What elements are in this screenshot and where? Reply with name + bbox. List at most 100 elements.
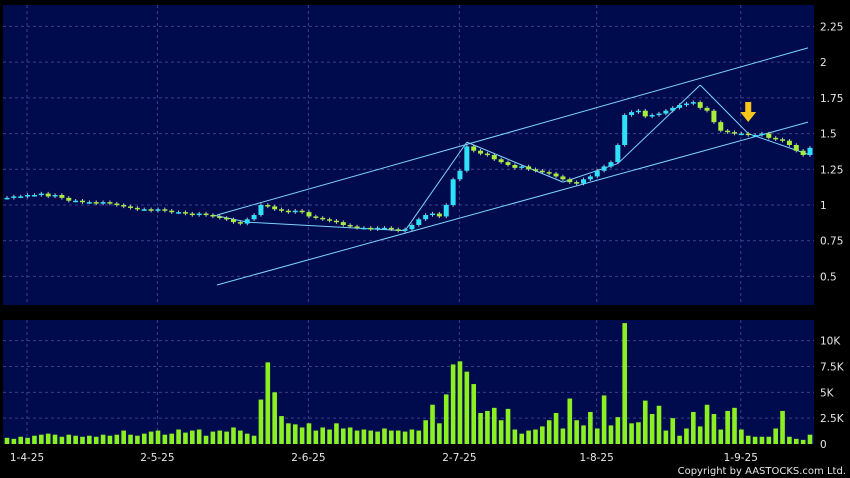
volume-bar	[107, 435, 113, 444]
volume-bar	[32, 435, 37, 444]
candle-body	[512, 165, 518, 168]
candle-body	[128, 206, 134, 208]
volume-tick-label: 2.5K	[820, 413, 845, 425]
candle-body	[148, 209, 154, 211]
candle-body	[766, 133, 772, 138]
candle-body	[759, 133, 765, 136]
candle-body	[683, 103, 689, 106]
candle-body	[526, 166, 532, 170]
candle-body	[52, 195, 58, 197]
candle-body	[306, 212, 312, 217]
price-tick-label: 1.75	[820, 93, 843, 105]
candle-body	[430, 213, 436, 216]
volume-bar	[210, 431, 216, 444]
candle-body	[443, 205, 449, 217]
volume-bar	[196, 429, 202, 444]
candle-body	[450, 179, 456, 205]
candle-body	[134, 207, 140, 210]
candle-body	[464, 146, 470, 171]
down-arrow-icon	[740, 102, 757, 122]
price-tick-label: 2	[820, 57, 827, 69]
candle-body	[704, 107, 710, 111]
volume-bar	[773, 428, 778, 444]
volume-bar	[224, 431, 229, 444]
volume-bar	[800, 439, 806, 444]
candle-body	[670, 107, 676, 111]
volume-bar	[18, 436, 24, 444]
volume-bar	[128, 434, 133, 444]
volume-bar	[313, 430, 319, 444]
candle-body	[649, 115, 655, 117]
date-tick-label: 1-8-25	[579, 452, 613, 464]
volume-bar	[25, 437, 30, 444]
candle-body	[217, 216, 223, 218]
volume-bar	[265, 362, 271, 444]
candle-body	[210, 215, 216, 217]
volume-bar	[279, 416, 284, 444]
volume-tick-label: 0	[820, 439, 827, 451]
candle-body	[718, 122, 724, 131]
volume-bar	[745, 435, 751, 444]
volume-bar	[656, 405, 662, 444]
candle-body	[340, 222, 346, 225]
volume-bar	[4, 437, 10, 444]
candle-body	[807, 147, 813, 155]
volume-bar	[244, 433, 250, 444]
candle-body	[560, 176, 566, 180]
candle-body	[395, 229, 401, 231]
volume-bar	[588, 411, 593, 444]
candle-body	[457, 170, 463, 180]
volume-bar	[601, 395, 607, 444]
volume-bar	[663, 430, 669, 444]
volume-bar	[87, 435, 92, 444]
volume-bar	[148, 431, 154, 444]
volume-bar	[327, 429, 332, 444]
candle-body	[711, 110, 717, 123]
price-tick-label: 1	[820, 200, 827, 212]
candle-body	[361, 227, 367, 230]
candle-body	[189, 213, 195, 216]
volume-bar	[780, 410, 785, 444]
candle-body	[162, 209, 168, 211]
volume-tick-label: 7.5K	[820, 362, 845, 374]
volume-bar	[190, 430, 195, 444]
volume-bar	[739, 429, 744, 444]
volume-bar	[437, 423, 442, 444]
volume-bar	[684, 428, 689, 444]
candle-body	[601, 166, 607, 171]
candle-body	[258, 205, 264, 215]
volume-bar	[306, 423, 312, 444]
volume-bar	[340, 428, 346, 444]
date-tick-label: 2-7-25	[442, 452, 476, 464]
volume-bar	[704, 404, 710, 444]
candle-body	[73, 200, 79, 203]
signal-arrow	[740, 102, 757, 122]
candle-body	[93, 202, 99, 204]
volume-bar	[793, 438, 799, 444]
volume-bar	[697, 426, 703, 444]
volume-bar	[622, 323, 627, 444]
volume-bar	[423, 420, 428, 444]
candle-body	[409, 225, 415, 230]
candle-body	[780, 139, 786, 141]
candle-body	[553, 173, 559, 177]
volume-bar	[560, 428, 566, 444]
candle-body	[505, 162, 511, 165]
candle-body	[615, 145, 621, 163]
candle-body	[38, 193, 44, 196]
volume-bar	[642, 400, 648, 444]
candle-body	[375, 227, 381, 230]
volume-bar	[629, 423, 634, 444]
volume-bar	[512, 429, 518, 444]
volume-bar	[347, 427, 353, 444]
axis-labels: 0.5 0.75 1 1.25 1.5 1.75 2 2.25 0 2.5K 5K 7.5K 10K 1-…	[10, 21, 845, 464]
upper-channel-line	[216, 47, 809, 216]
candle-body	[381, 227, 387, 230]
date-tick-label: 2-6-25	[291, 452, 325, 464]
candle-body	[299, 210, 305, 213]
candle-body	[347, 225, 353, 227]
candle-body	[224, 217, 230, 220]
volume-bar	[491, 407, 497, 444]
candle-body	[546, 172, 552, 174]
volume-bar	[258, 399, 264, 444]
